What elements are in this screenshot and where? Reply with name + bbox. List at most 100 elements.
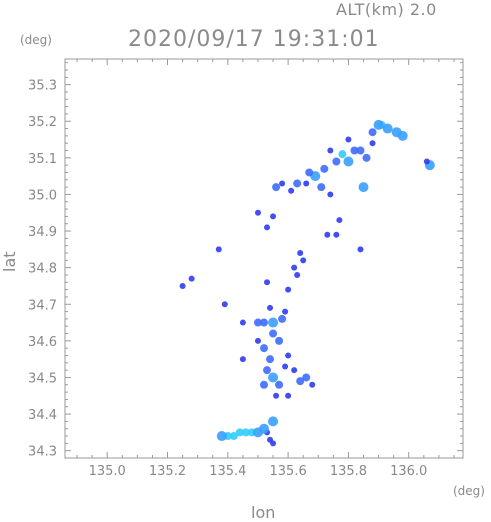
- echo-point: [382, 123, 393, 134]
- echo-point: [291, 367, 298, 374]
- echo-point: [239, 356, 246, 363]
- echo-point: [297, 250, 304, 257]
- plot-frame: [64, 58, 464, 459]
- x-axis-label: lon: [251, 503, 276, 522]
- echo-point: [285, 352, 292, 359]
- echo-point: [264, 279, 271, 286]
- echo-point: [357, 246, 364, 253]
- x-unit-label: (deg): [453, 484, 485, 498]
- y-tick-label: 34.8: [28, 262, 57, 277]
- echo-point: [324, 231, 331, 238]
- echo-point: [239, 319, 246, 326]
- echo-point: [275, 336, 284, 345]
- echo-point: [288, 187, 295, 194]
- echo-point: [179, 282, 186, 289]
- echo-point: [253, 318, 262, 327]
- echo-point: [272, 183, 281, 192]
- y-tick-label: 34.7: [28, 298, 57, 313]
- echo-point: [259, 423, 269, 434]
- echo-point: [260, 344, 268, 353]
- echo-point: [279, 180, 286, 187]
- echo-point: [282, 308, 289, 315]
- echo-point: [338, 150, 347, 159]
- echo-point: [221, 301, 228, 308]
- echo-point: [273, 392, 280, 399]
- echo-point: [268, 416, 279, 427]
- y-unit-label: (deg): [20, 33, 52, 47]
- echo-point: [293, 179, 302, 188]
- echo-point: [270, 440, 277, 447]
- y-tick-label: 34.4: [28, 408, 57, 423]
- echo-point: [369, 140, 376, 147]
- echo-point: [397, 130, 408, 141]
- echo-point: [343, 156, 354, 167]
- echo-point: [345, 136, 352, 143]
- y-tick-label: 34.9: [28, 225, 57, 240]
- echo-point: [300, 257, 307, 264]
- echo-point: [423, 158, 430, 165]
- echo-point: [188, 275, 195, 282]
- echo-point: [215, 246, 222, 253]
- echo-point: [254, 209, 261, 216]
- echo-point: [266, 355, 275, 364]
- echo-point: [285, 286, 292, 293]
- y-tick-label: 35.3: [28, 79, 57, 94]
- echo-point: [282, 363, 289, 370]
- x-tick-label: 135.4: [209, 464, 246, 479]
- echo-point: [241, 428, 250, 437]
- echo-point: [362, 153, 371, 162]
- echo-point: [260, 318, 268, 327]
- echo-point: [327, 147, 334, 154]
- echo-point: [303, 180, 310, 187]
- echo-point: [278, 314, 287, 323]
- echo-point: [356, 146, 365, 155]
- echo-point: [229, 432, 238, 441]
- x-tick-label: 136.0: [390, 464, 427, 479]
- y-tick-label: 34.5: [28, 371, 57, 386]
- chart-title: 2020/09/17 19:31:01: [128, 27, 380, 52]
- y-tick-label: 34.3: [28, 445, 57, 460]
- echo-point: [333, 231, 340, 238]
- echo-point: [235, 428, 244, 437]
- echo-point: [267, 304, 274, 311]
- echo-point: [309, 381, 316, 388]
- echo-point: [264, 224, 271, 231]
- altitude-label: ALT(km) 2.0: [336, 0, 437, 19]
- echo-point: [296, 377, 305, 386]
- echo-point: [291, 264, 298, 271]
- axis-ticks: [65, 59, 463, 459]
- echo-point: [368, 128, 377, 137]
- echo-point: [285, 392, 292, 399]
- echo-point: [327, 191, 334, 198]
- y-tick-label: 35.0: [28, 188, 57, 203]
- echo-point: [260, 380, 268, 389]
- y-tick-label: 35.2: [28, 115, 57, 130]
- echo-point: [332, 157, 341, 166]
- echo-point: [294, 271, 301, 278]
- echo-point: [317, 183, 326, 192]
- echo-point: [350, 146, 359, 155]
- echo-point: [320, 164, 329, 173]
- echo-point: [270, 213, 277, 220]
- echo-point: [305, 168, 314, 177]
- echo-point: [254, 337, 261, 344]
- echo-point: [269, 329, 278, 338]
- echo-point: [336, 217, 343, 224]
- echo-point: [216, 431, 227, 442]
- echo-point: [268, 372, 279, 383]
- x-tick-label: 135.2: [149, 464, 186, 479]
- echo-point: [373, 119, 384, 130]
- x-tick-label: 135.0: [89, 464, 126, 479]
- tick-labels: 135.0 135.2 135.4 135.6 135.8 136.0 34.3 34.4 34…: [28, 79, 427, 479]
- y-tick-label: 35.1: [28, 152, 57, 167]
- echo-point: [302, 373, 311, 382]
- y-tick-label: 34.6: [28, 335, 57, 350]
- x-tick-label: 135.6: [270, 464, 307, 479]
- echo-point: [268, 317, 279, 328]
- echo-point: [275, 380, 284, 389]
- x-tick-label: 135.8: [330, 464, 367, 479]
- echo-point: [358, 182, 369, 193]
- echo-point: [263, 366, 272, 375]
- echo-points: [179, 119, 435, 447]
